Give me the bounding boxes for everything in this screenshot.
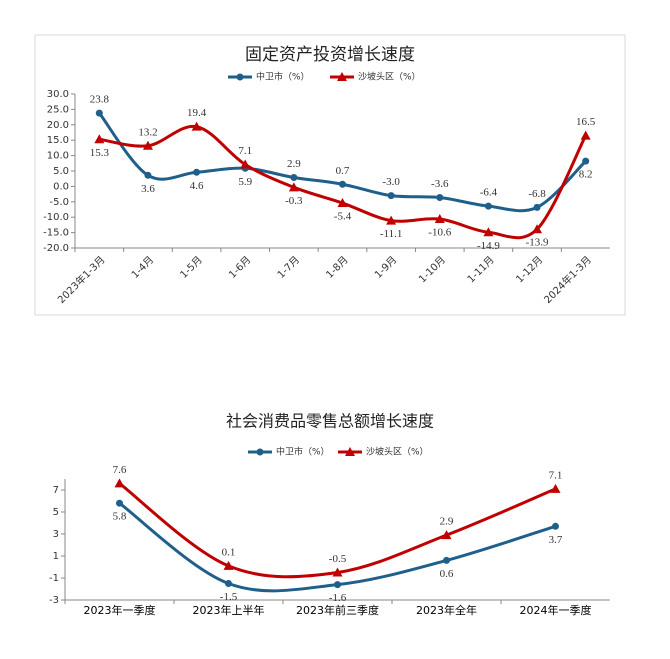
x-tick-label: 2023年全年 (416, 603, 477, 617)
data-label: -13.9 (526, 237, 549, 249)
point (550, 483, 561, 493)
data-label: 0.6 (440, 568, 454, 580)
point (95, 109, 103, 117)
x-tick-label: 2023年上半年 (193, 603, 265, 617)
x-tick-label: 2024年一季度 (520, 603, 592, 617)
point (142, 140, 153, 150)
y-tick-label: 5.0 (53, 166, 69, 177)
point (334, 581, 341, 589)
y-tick-label: 30.0 (47, 89, 69, 100)
point (116, 499, 123, 507)
data-label: -5.4 (334, 211, 352, 223)
data-label: 8.2 (579, 169, 593, 181)
point (484, 202, 492, 210)
y-tick-label: 1 (53, 551, 59, 562)
y-tick-label: -15.0 (43, 228, 69, 239)
data-label: -1.6 (329, 592, 347, 604)
point (240, 159, 251, 169)
point (345, 447, 355, 456)
y-tick-label: 3 (53, 529, 59, 540)
point (434, 214, 445, 224)
y-tick-label: 20.0 (47, 120, 69, 131)
y-tick-label: 10.0 (47, 151, 69, 162)
data-label: 3.7 (549, 534, 563, 546)
data-label: -6.8 (528, 188, 546, 200)
point (337, 72, 347, 81)
y-tick-label: -5.0 (49, 197, 69, 208)
data-label: 0.1 (222, 546, 236, 558)
y-tick-label: 5 (53, 507, 59, 518)
point (441, 530, 452, 540)
point (552, 522, 559, 530)
data-label: -6.4 (480, 187, 498, 199)
point (443, 556, 450, 564)
point (582, 157, 590, 165)
point (144, 171, 152, 179)
point (94, 134, 105, 144)
data-label: 4.6 (190, 180, 204, 192)
point (532, 224, 543, 234)
data-label: 2.9 (440, 516, 454, 528)
chart-title: 固定资产投资增长速度 (245, 45, 415, 65)
point (339, 180, 346, 188)
data-label: 16.5 (576, 116, 596, 128)
chart-frame (34, 34, 626, 316)
x-tick-label: 2023年一季度 (84, 603, 156, 617)
legend-label: 沙坡头区（%） (366, 446, 429, 458)
point (288, 182, 299, 192)
x-tick-label: 2023年前三季度 (296, 603, 379, 617)
point (114, 478, 125, 488)
point (193, 168, 201, 176)
data-label: 5.9 (238, 176, 252, 188)
point (436, 193, 444, 201)
y-tick-label: -10.0 (43, 212, 69, 223)
y-tick-label: -3 (49, 595, 59, 606)
data-label: -11.1 (380, 228, 403, 240)
data-label: 3.6 (141, 183, 155, 195)
point (387, 192, 395, 200)
point (483, 227, 494, 237)
data-label: -3.6 (431, 178, 449, 190)
data-label: 7.1 (549, 469, 563, 481)
point (290, 173, 298, 181)
data-label: -1.5 (220, 591, 238, 603)
data-label: -14.9 (477, 240, 500, 252)
data-label: 15.3 (90, 147, 110, 159)
data-label: 0.7 (336, 165, 350, 177)
data-label: 5.8 (113, 511, 127, 523)
data-label: -3.0 (382, 176, 400, 188)
y-tick-label: -1 (49, 573, 59, 584)
y-tick-label: 0.0 (53, 181, 69, 192)
data-label: 19.4 (187, 107, 207, 119)
point (191, 121, 202, 131)
data-label: -0.5 (329, 553, 347, 565)
y-tick-label: 25.0 (47, 104, 69, 115)
point (236, 73, 244, 81)
data-label: 13.2 (138, 126, 157, 138)
data-label: 7.6 (113, 464, 127, 476)
data-label: 2.9 (287, 158, 301, 170)
point (337, 198, 348, 208)
data-label: 23.8 (90, 94, 110, 106)
y-tick-label: -20.0 (43, 243, 69, 254)
point (223, 560, 234, 570)
legend-label: 沙坡头区（%） (358, 71, 421, 83)
y-tick-label: 15.0 (47, 135, 69, 146)
point (533, 203, 541, 211)
point (256, 448, 264, 456)
point (225, 580, 232, 587)
data-label: 7.1 (238, 145, 252, 157)
point (332, 567, 343, 577)
legend-label: 中卫市（%） (256, 71, 310, 83)
legend-label: 中卫市（%） (276, 446, 330, 458)
chart-title: 社会消费品零售总额增长速度 (226, 412, 434, 431)
data-label: -0.3 (285, 195, 303, 207)
point (386, 215, 397, 225)
point (580, 130, 591, 140)
data-label: -10.6 (428, 227, 451, 239)
y-tick-label: 7 (53, 485, 59, 496)
